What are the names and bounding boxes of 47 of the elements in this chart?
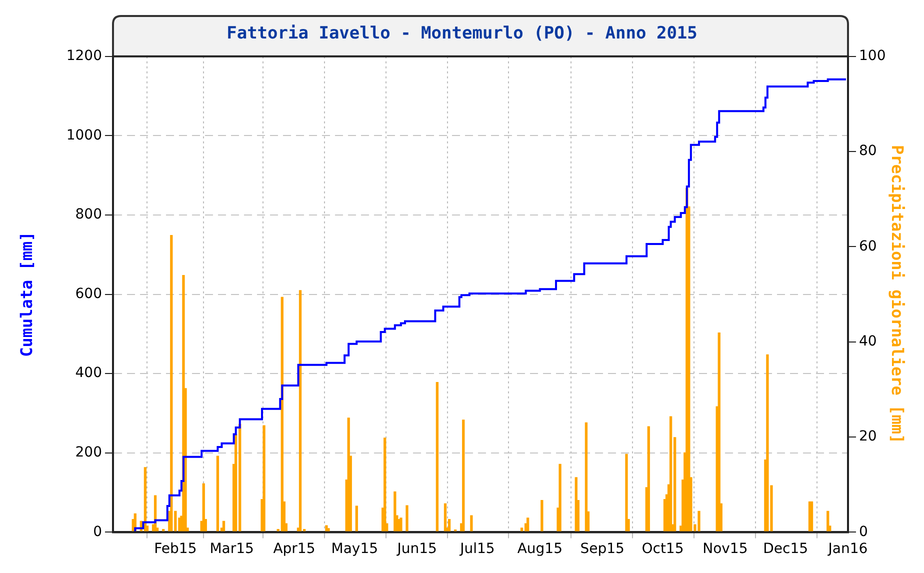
bar (766, 354, 769, 532)
bar (436, 382, 439, 532)
bar (470, 515, 473, 532)
x-tick-label: Jan16 (827, 541, 868, 558)
bar (216, 456, 220, 532)
bar (558, 464, 562, 532)
y2-axis-title: Precipitazioni giornaliere [mm] (888, 144, 908, 444)
x-tick-label: Sep15 (580, 541, 624, 558)
x-tick-label: Apr15 (273, 541, 316, 558)
y2-tick-label: 60 (859, 238, 877, 254)
y2-tick-label: 80 (859, 143, 877, 160)
x-tick-label: Dec15 (763, 541, 808, 558)
x-tick-label: Jul15 (459, 541, 495, 558)
y2-tick-label: 0 (859, 524, 868, 540)
y-tick-label: 1200 (66, 48, 102, 64)
bar (647, 426, 650, 532)
y-axis-title: Cumulata [mm] (16, 232, 36, 357)
bar (406, 505, 408, 532)
y-tick-label: 1000 (66, 127, 102, 144)
y2-tick-label: 100 (859, 48, 886, 64)
bar (384, 438, 386, 532)
bar (625, 454, 628, 532)
y-tick-label: 0 (93, 524, 102, 540)
y2-tick-label: 20 (859, 428, 877, 445)
bar (540, 500, 544, 532)
bar (669, 416, 672, 532)
y-tick-label: 200 (75, 444, 102, 461)
bar (170, 234, 173, 532)
x-tick-label: Mar15 (210, 541, 254, 558)
bar (462, 420, 465, 532)
x-tick-label: Aug15 (517, 541, 562, 558)
y-tick-label: 800 (75, 206, 102, 223)
y-tick-label: 400 (75, 365, 102, 382)
x-tick-label: Feb15 (154, 541, 197, 558)
x-tick-label: Nov15 (702, 541, 748, 558)
x-tick-label: Oct15 (642, 541, 684, 558)
chart-title: Fattoria Iavello - Montemurlo (PO) - Anno 2015 (226, 24, 698, 44)
bar (355, 506, 358, 532)
bar (584, 422, 588, 532)
y-tick-label: 600 (75, 286, 102, 302)
bar (262, 425, 266, 532)
x-tick-label: May15 (331, 541, 378, 558)
y2-tick-label: 40 (859, 334, 877, 350)
bar (298, 290, 302, 532)
bar (698, 510, 700, 532)
bar (718, 332, 720, 532)
x-tick-label: Jun15 (396, 541, 437, 558)
